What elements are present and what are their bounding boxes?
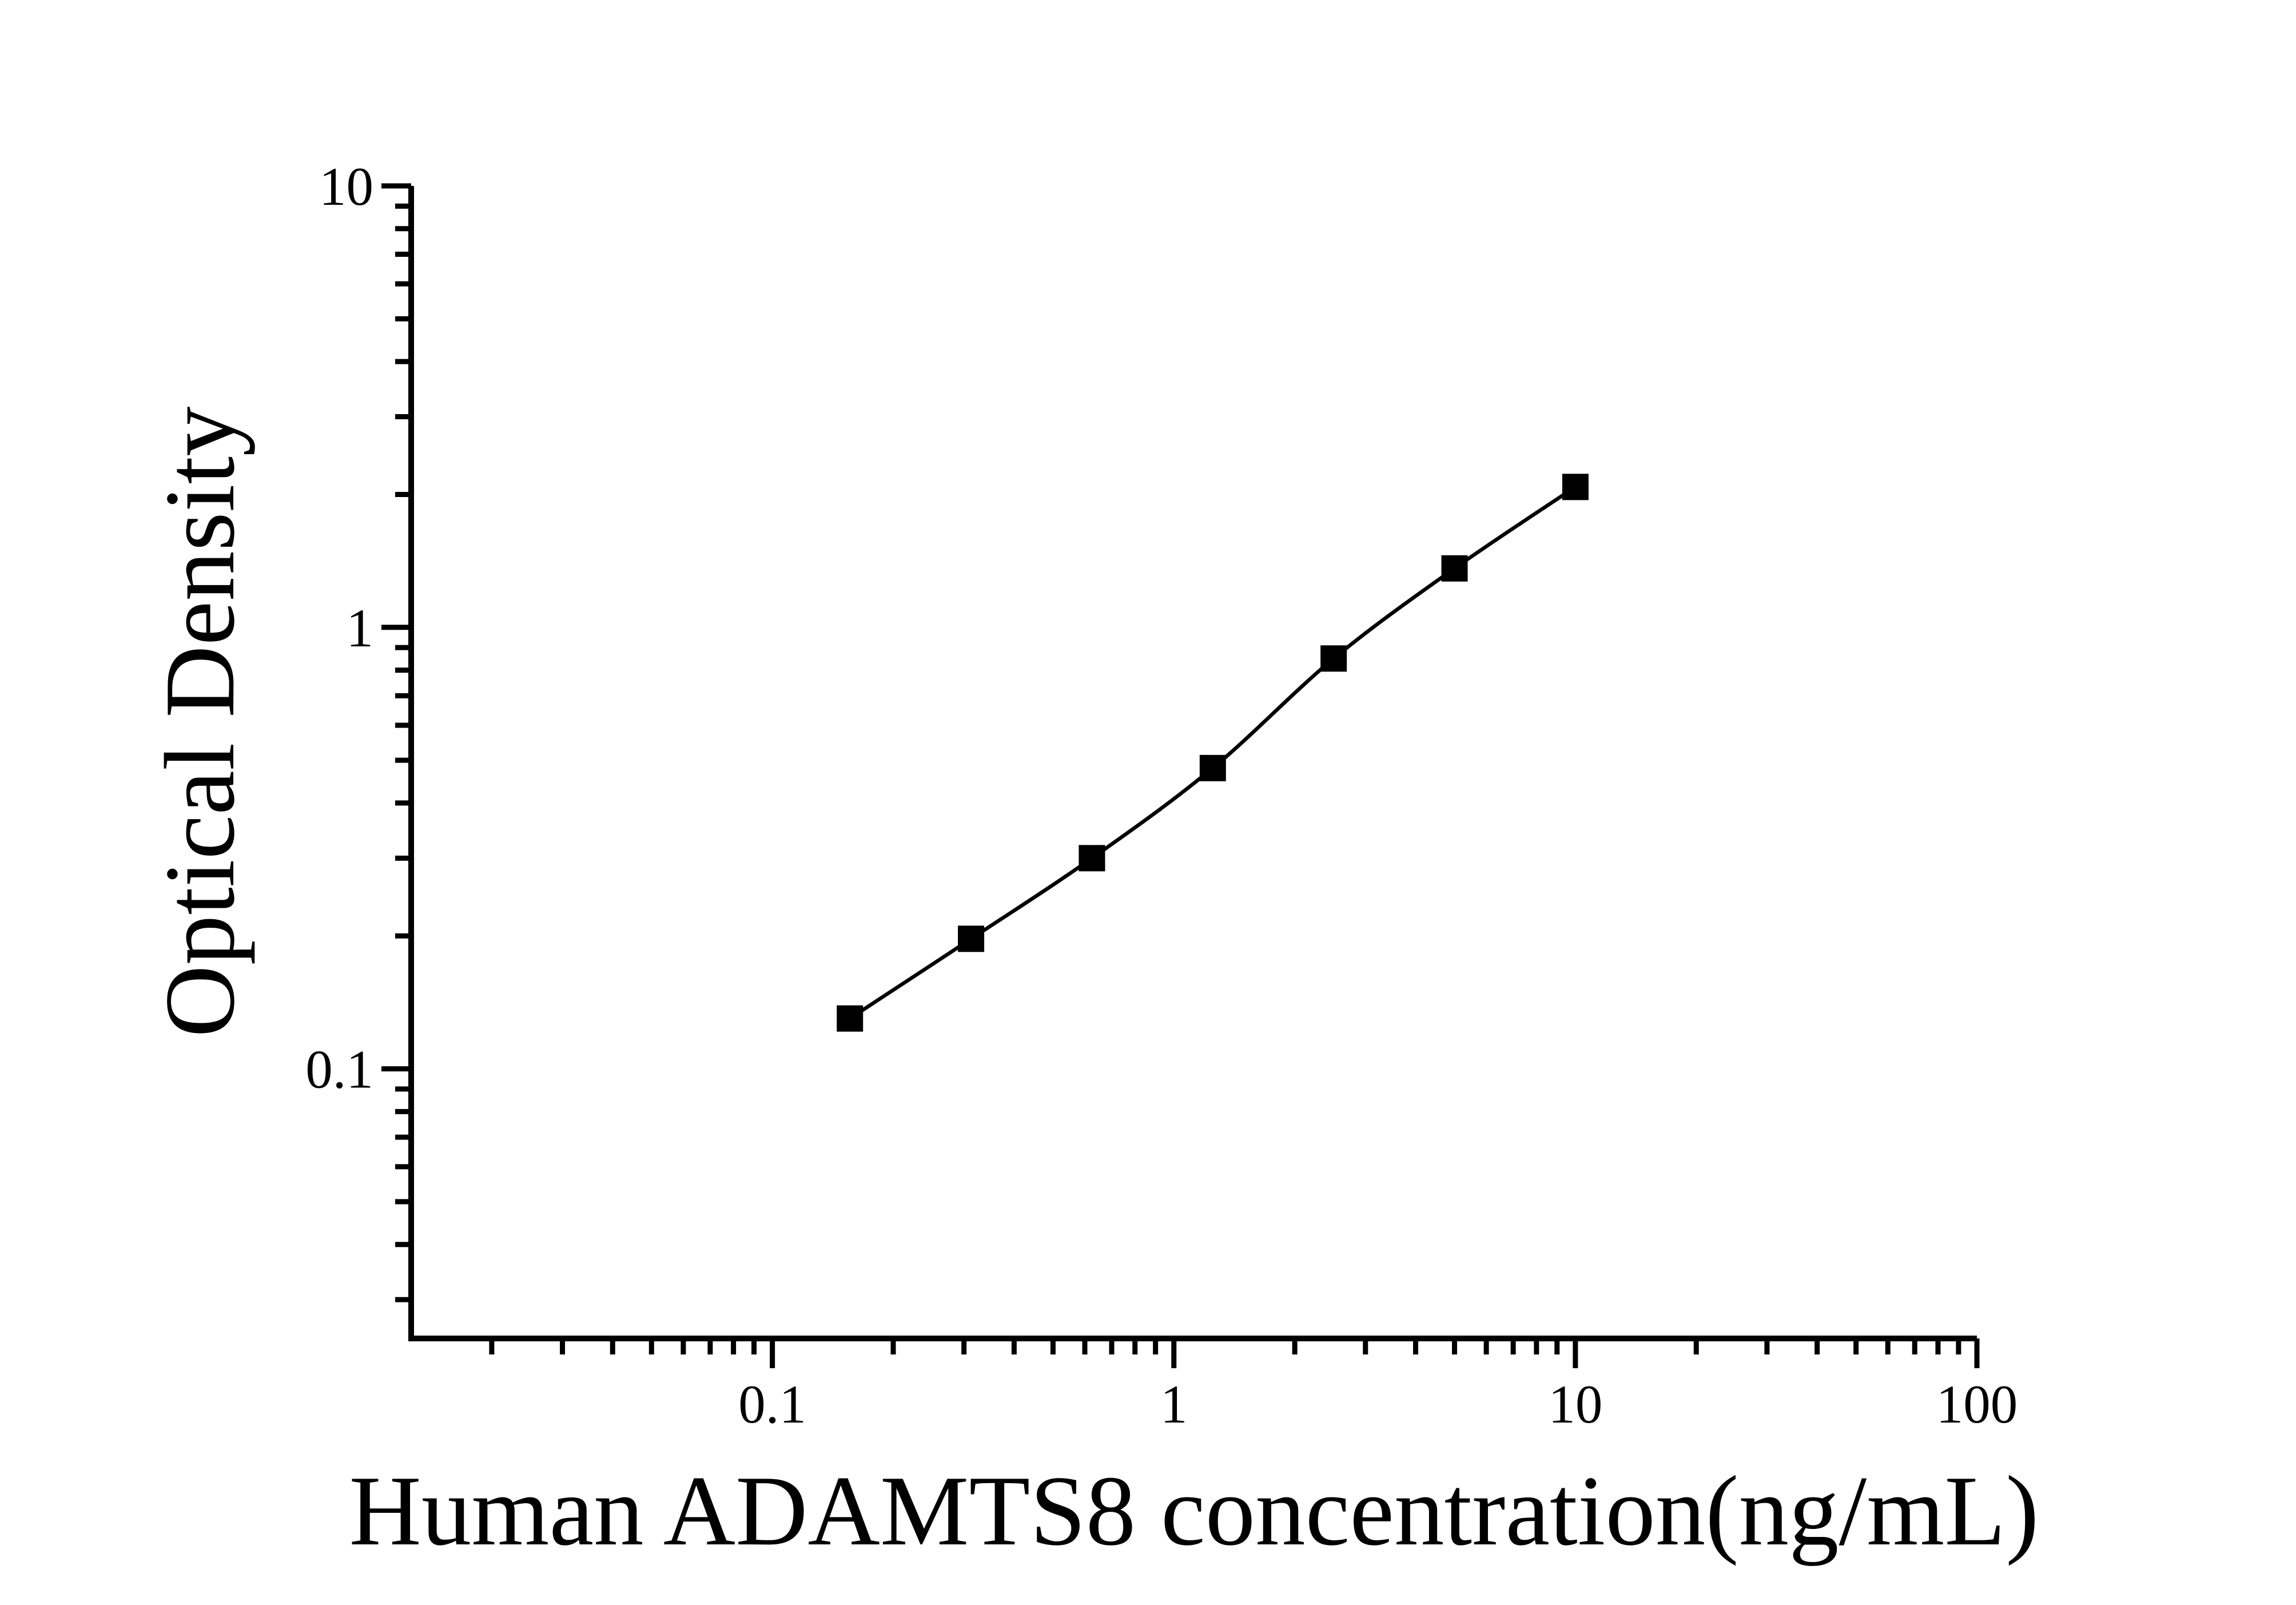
x-tick-label: 0.1 [738, 1374, 806, 1435]
data-point-marker [1441, 555, 1468, 582]
x-tick-label: 10 [1548, 1374, 1602, 1435]
x-axis-title: Human ADAMTS8 concentration(ng/mL) [349, 1455, 2039, 1566]
data-point-marker [1320, 645, 1347, 672]
data-point-marker [837, 1005, 864, 1032]
axis-lines [408, 186, 1977, 1341]
x-tick-label: 100 [1936, 1374, 2018, 1435]
data-point-marker [958, 925, 985, 952]
y-axis-title: Optical Density [144, 406, 255, 1037]
data-point-marker [1562, 474, 1589, 500]
data-point-marker [1079, 845, 1105, 872]
x-tick-label: 1 [1160, 1374, 1188, 1435]
y-tick-label: 10 [319, 156, 373, 217]
y-tick-label: 1 [347, 598, 374, 658]
data-point-marker [1199, 754, 1226, 781]
plot-area: 0.1 1 10 100 0.1 1 10 [305, 156, 2018, 1435]
y-tick-label: 0.1 [305, 1039, 373, 1100]
